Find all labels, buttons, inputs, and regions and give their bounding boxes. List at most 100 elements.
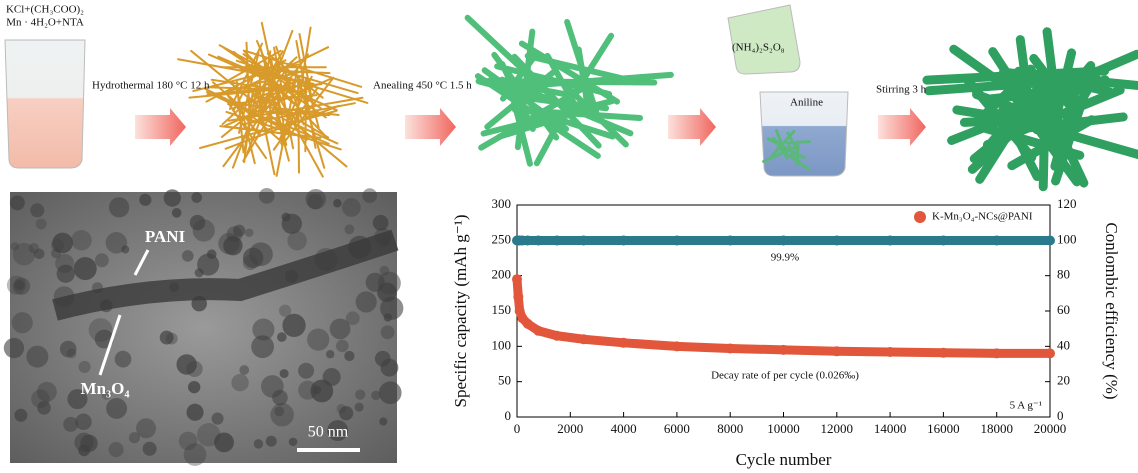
particle [14, 408, 28, 422]
y-tick-label: 50 [498, 373, 511, 388]
particle [105, 232, 128, 254]
particle [211, 412, 224, 425]
particle [181, 250, 194, 262]
particle [258, 187, 275, 204]
particle [252, 318, 275, 341]
wire [240, 68, 331, 75]
wire [297, 80, 326, 169]
particle [253, 439, 264, 449]
particle [214, 432, 234, 453]
point [831, 235, 842, 246]
point [551, 330, 562, 341]
particle [345, 311, 360, 326]
wire [563, 32, 615, 109]
particle [194, 268, 204, 278]
particle [329, 318, 351, 340]
particle [139, 193, 152, 206]
wire [272, 86, 319, 151]
particle [279, 369, 289, 379]
wire [500, 52, 539, 102]
wire [242, 53, 322, 110]
wire [546, 113, 616, 140]
particle [310, 379, 334, 403]
y2-tick-label: 100 [1057, 231, 1077, 246]
particle [114, 350, 132, 368]
particle [74, 432, 94, 452]
particle [71, 229, 92, 251]
point [513, 291, 524, 302]
particle [36, 381, 57, 402]
particle [10, 242, 20, 251]
scheme [4, 4, 1138, 192]
label: Mn · 4H₂O+NTA [6, 17, 84, 29]
x-tick-label: 16000 [927, 421, 960, 436]
particle [251, 335, 274, 359]
y2-tick-label: 0 [1057, 408, 1064, 423]
point [512, 274, 522, 285]
particle [55, 253, 75, 273]
particle [56, 264, 75, 283]
particle [279, 304, 292, 317]
wire [224, 104, 340, 150]
wire [206, 90, 308, 141]
wire [243, 89, 254, 164]
y2-tick-label: 40 [1057, 337, 1070, 352]
particle [59, 340, 77, 358]
wire [474, 73, 601, 159]
y-tick-label: 0 [505, 408, 512, 423]
particle [136, 418, 157, 439]
point [618, 235, 629, 246]
point [522, 318, 533, 329]
particle [75, 413, 92, 430]
point [991, 348, 1002, 359]
particle [277, 332, 287, 342]
wire [227, 96, 364, 122]
annotation: 5 A g⁻¹ [1010, 400, 1042, 412]
particle [176, 354, 197, 375]
particle [26, 345, 49, 368]
y2-tick-label: 60 [1057, 302, 1070, 317]
wire [518, 40, 621, 105]
point [618, 337, 629, 348]
particle [282, 313, 306, 338]
particle [298, 362, 315, 379]
point [671, 341, 682, 352]
point [831, 346, 842, 357]
x-tick-label: 4000 [611, 421, 637, 436]
wire [206, 86, 291, 91]
particle [270, 403, 294, 427]
point [778, 235, 789, 246]
particle [12, 242, 36, 266]
label: Anealing 450 °C 1.5 h [373, 80, 472, 92]
particle [67, 389, 88, 410]
particle [342, 198, 361, 217]
particle [231, 373, 249, 392]
x-tick-label: 6000 [664, 421, 690, 436]
chart: 0 2000 4000 6000 8000 10000 12000 14000 16000 180… [451, 196, 1121, 469]
y-axis-label: Specific capacity (mAh g⁻¹) [451, 215, 470, 408]
arrow [135, 108, 186, 146]
particle [108, 442, 124, 458]
particle [239, 365, 250, 375]
wire [512, 106, 643, 122]
arrow [878, 108, 926, 146]
point [938, 235, 949, 246]
particle [35, 218, 47, 230]
x-tick-label: 10000 [767, 421, 800, 436]
particle [28, 242, 40, 254]
wire [232, 62, 260, 112]
particle [14, 279, 25, 291]
particle [88, 318, 113, 342]
particle [371, 390, 381, 401]
particle [333, 199, 342, 208]
legend-marker [914, 211, 926, 223]
particle [322, 367, 341, 387]
label: Mn₃O₄ [81, 379, 130, 398]
point [885, 346, 896, 357]
arrow [405, 108, 456, 146]
particle [78, 360, 91, 373]
particle [186, 403, 204, 421]
particle [327, 420, 349, 442]
particle [73, 257, 97, 281]
wire [278, 87, 303, 141]
